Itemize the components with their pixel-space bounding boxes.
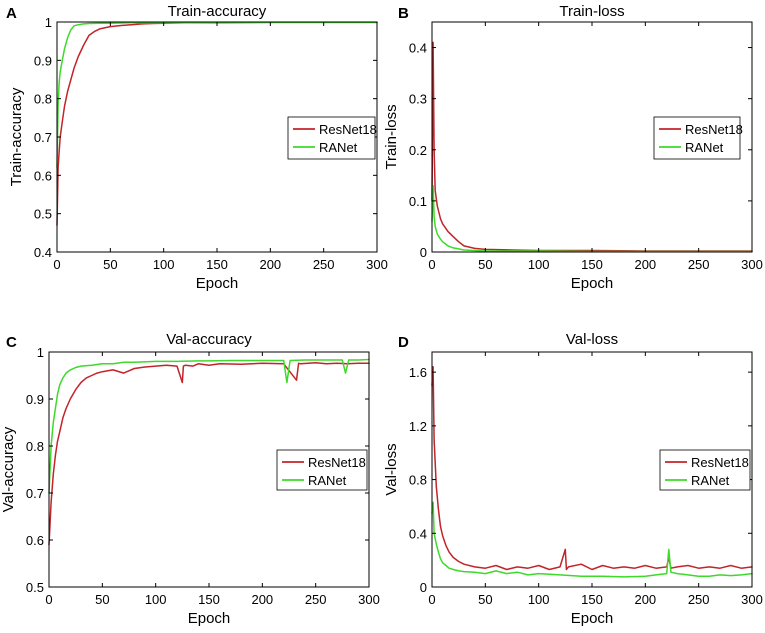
y-axis-label: Val-loss [383,443,400,495]
x-axis-label: Epoch [571,610,614,627]
y-tick-label: 0.4 [409,41,427,56]
x-tick-label: 250 [688,592,710,607]
y-tick-label: 0.8 [26,439,44,454]
panel-letter: D [398,334,409,351]
y-tick-label: 1.6 [409,365,427,380]
x-tick-label: 150 [206,257,228,272]
y-tick-label: 0.2 [409,143,427,158]
legend-label-resnet18: ResNet18 [685,122,743,137]
y-tick-label: 0.5 [26,580,44,595]
series-line-ranet [48,358,370,494]
y-axis-label: Train-loss [383,104,400,169]
x-tick-label: 300 [366,257,388,272]
panel-letter: A [6,5,17,22]
chart-title: Train-accuracy [168,3,267,20]
x-tick-label: 150 [581,592,603,607]
x-tick-label: 100 [528,592,550,607]
legend-label-ranet: RANet [308,473,347,488]
y-tick-label: 0.9 [34,53,52,68]
legend: ResNet18 RANet [287,116,377,160]
x-tick-label: 50 [95,592,109,607]
y-tick-label: 0.1 [409,194,427,209]
panel-letter: B [398,5,409,22]
legend-label-ranet: RANet [691,473,730,488]
y-tick-label: 0.3 [409,92,427,107]
y-tick-label: 0.7 [26,486,44,501]
panel-b: 0 50 100 150 200 250 300 0 0.1 0.2 0.3 0.4 B Train-lo… [383,3,763,292]
y-tick-label: 1 [45,15,52,30]
y-tick-label: 0.8 [409,473,427,488]
series-group [56,21,378,226]
x-tick-label: 150 [581,257,603,272]
legend-label-resnet18: ResNet18 [319,122,377,137]
legend: ResNet18 RANet [276,449,368,491]
x-tick-label: 300 [741,257,763,272]
y-tick-label: 0.4 [409,526,427,541]
x-tick-label: 0 [428,592,435,607]
x-tick-label: 100 [145,592,167,607]
legend-label-ranet: RANet [685,140,724,155]
panel-c: 0 50 100 150 200 250 300 0.5 0.6 0.7 0.8 0.9 1 C Val-a… [0,331,380,627]
x-tick-label: 50 [478,257,492,272]
y-tick-label: 0.5 [34,207,52,222]
panel-letter: C [6,334,17,351]
x-tick-label: 200 [251,592,273,607]
legend-box [659,449,751,491]
legend-box [287,116,376,160]
y-tick-label: 0.6 [26,533,44,548]
x-tick-label: 50 [103,257,117,272]
x-tick-label: 250 [305,592,327,607]
legend-box [276,449,368,491]
series-line-ranet [431,501,753,578]
x-tick-label: 200 [634,257,656,272]
x-axis-label: Epoch [196,275,239,292]
y-tick-label: 1.2 [409,419,427,434]
y-tick-label: 0 [420,580,427,595]
legend-box [653,116,741,160]
x-tick-label: 0 [53,257,60,272]
series-line-ranet [56,21,378,169]
chart-title: Val-accuracy [166,331,252,348]
x-tick-label: 250 [313,257,335,272]
y-tick-label: 1 [37,345,44,360]
x-tick-label: 300 [741,592,763,607]
series-group [48,358,370,546]
y-tick-label: 0.8 [34,92,52,107]
legend-label-resnet18: ResNet18 [691,455,749,470]
x-tick-label: 250 [688,257,710,272]
y-axis-label: Train-accuracy [8,87,25,186]
x-tick-label: 50 [478,592,492,607]
x-axis-label: Epoch [188,610,231,627]
y-tick-label: 0.9 [26,392,44,407]
x-tick-label: 150 [198,592,220,607]
x-tick-label: 200 [259,257,281,272]
y-tick-label: 0 [420,245,427,260]
x-tick-label: 0 [428,257,435,272]
x-axis-label: Epoch [571,275,614,292]
y-tick-label: 0.6 [34,168,52,183]
legend: ResNet18 RANet [653,116,743,160]
x-tick-label: 100 [528,257,550,272]
legend-label-resnet18: ResNet18 [308,455,366,470]
x-tick-label: 0 [45,592,52,607]
chart-title: Train-loss [559,3,624,20]
panel-d: 0 50 100 150 200 250 300 0 0.4 0.8 1.2 1.6D Val-loss… [383,331,763,627]
series-group [431,366,753,578]
panel-a: 0 50 100 150 200 250 300 0.4 0.5 0.6 0.7 0.8 0.9 1 A Tr… [6,3,388,292]
series-line-resnet18 [48,362,370,546]
legend: ResNet18 RANet [659,449,751,491]
legend-label-ranet: RANet [319,140,358,155]
x-tick-label: 300 [358,592,380,607]
y-tick-label: 0.4 [34,245,52,260]
x-tick-label: 200 [634,592,656,607]
y-axis-label: Val-accuracy [0,426,17,512]
x-tick-label: 100 [153,257,175,272]
series-line-resnet18 [431,366,753,571]
chart-title: Val-loss [566,331,618,348]
y-tick-label: 0.7 [34,130,52,145]
